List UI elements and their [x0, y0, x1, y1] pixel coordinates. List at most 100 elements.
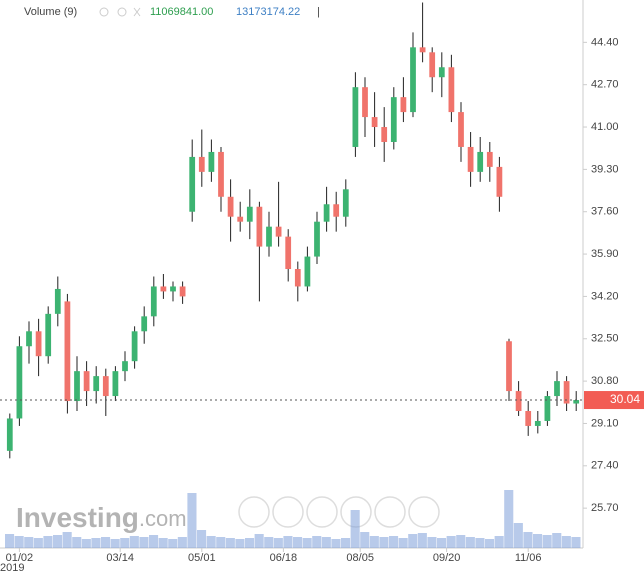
- volume-bar: [331, 539, 341, 548]
- candle-body: [227, 196, 234, 217]
- last-price-box: [584, 391, 644, 410]
- volume-bar: [369, 536, 379, 548]
- candle-body: [544, 396, 551, 421]
- x-tick-label: 08/05: [346, 552, 374, 564]
- candle-body: [266, 226, 272, 247]
- candle-body: [54, 288, 61, 314]
- y-tick-label: 44.40: [591, 36, 619, 48]
- volume-bar: [206, 536, 216, 548]
- volume-bar: [5, 534, 15, 548]
- candle-body: [573, 400, 580, 404]
- candle-body: [35, 331, 42, 357]
- candle-body: [64, 301, 71, 402]
- volume-bar: [465, 537, 475, 548]
- y-tick-label: 42.70: [591, 79, 619, 91]
- volume-bar: [158, 538, 168, 548]
- candle-body: [122, 361, 128, 372]
- volume-bar: [91, 538, 101, 548]
- volume-bar: [523, 532, 533, 548]
- y-tick-label: 30.80: [591, 375, 619, 387]
- toolbar[interactable]: [238, 496, 440, 528]
- watermark-suffix: .com: [139, 506, 187, 531]
- candle-body: [170, 286, 176, 292]
- y-tick-label: 25.70: [591, 502, 619, 514]
- candle-body: [477, 151, 484, 172]
- volume-bar: [120, 538, 130, 548]
- volume-bar: [456, 535, 466, 548]
- candle-body: [304, 256, 311, 287]
- candle-body: [410, 47, 416, 113]
- volume-bar: [341, 538, 351, 548]
- volume-bar: [129, 536, 139, 548]
- candle-body: [534, 420, 541, 426]
- volume-bar: [504, 490, 514, 548]
- candle-body: [6, 418, 13, 451]
- volume-bar: [293, 537, 303, 548]
- indicator-title: Volume (9): [24, 6, 77, 18]
- candle-body: [189, 156, 196, 212]
- y-tick-label: 32.50: [591, 333, 619, 345]
- candle-body: [294, 269, 301, 287]
- candle-body: [179, 286, 186, 297]
- candle-body: [45, 313, 52, 357]
- candle-body: [390, 97, 397, 142]
- candle-body: [314, 221, 320, 257]
- volume-bar: [235, 539, 245, 548]
- candle-body: [429, 52, 436, 78]
- candle-body: [458, 112, 464, 147]
- volume-bar: [321, 537, 331, 548]
- candle-body: [554, 381, 560, 397]
- candle-body: [381, 127, 388, 142]
- candle-body: [419, 47, 426, 53]
- candle-body: [150, 286, 157, 317]
- volume-bar: [494, 536, 504, 548]
- candle-body: [486, 151, 493, 167]
- volume-bar: [177, 537, 187, 548]
- watermark: Investing.com: [16, 502, 187, 533]
- candle-body: [208, 151, 215, 172]
- x-tick-label: 09/20: [433, 552, 461, 564]
- volume-ma-value: 13173174.22: [236, 6, 300, 18]
- volume-bar: [14, 536, 24, 548]
- candle-body: [275, 226, 282, 237]
- candle-body: [333, 204, 340, 217]
- volume-bar: [197, 530, 207, 548]
- y-tick-label: 27.40: [591, 460, 619, 472]
- y-tick-label: 35.90: [591, 248, 619, 260]
- volume-bar: [245, 538, 255, 548]
- candle-body: [93, 376, 100, 392]
- volume-bar: [446, 536, 456, 548]
- candle-body: [506, 341, 512, 392]
- candle-body: [218, 151, 224, 197]
- volume-bar: [24, 537, 34, 548]
- candle-body: [256, 206, 263, 247]
- volume-bar: [264, 537, 274, 548]
- volume-bar: [81, 539, 91, 548]
- candle-body: [160, 286, 167, 292]
- volume-bar: [101, 537, 111, 548]
- volume-bar: [571, 537, 581, 548]
- candle-body: [525, 411, 532, 426]
- candle-body: [246, 206, 253, 222]
- candle-body: [342, 189, 349, 217]
- volume-bar: [43, 536, 53, 548]
- last-price-label: 30.04: [610, 392, 640, 406]
- candle-body: [400, 97, 407, 113]
- volume-bar: [33, 538, 43, 548]
- x-tick-label: 03/14: [106, 552, 134, 564]
- volume-bar: [475, 538, 485, 548]
- y-tick-label: 29.10: [591, 417, 619, 429]
- volume-bar: [485, 539, 495, 548]
- candle-body: [352, 87, 359, 147]
- y-tick-label: 39.30: [591, 163, 619, 175]
- candle-body: [285, 236, 292, 270]
- volume-bar: [427, 537, 437, 548]
- volume-bar: [350, 510, 360, 548]
- volume-bar: [417, 533, 427, 548]
- volume-bar: [216, 537, 226, 548]
- volume-bar: [168, 539, 178, 548]
- candle-body: [112, 371, 119, 397]
- y-tick-label: 34.20: [591, 290, 619, 302]
- candle-body: [141, 316, 148, 332]
